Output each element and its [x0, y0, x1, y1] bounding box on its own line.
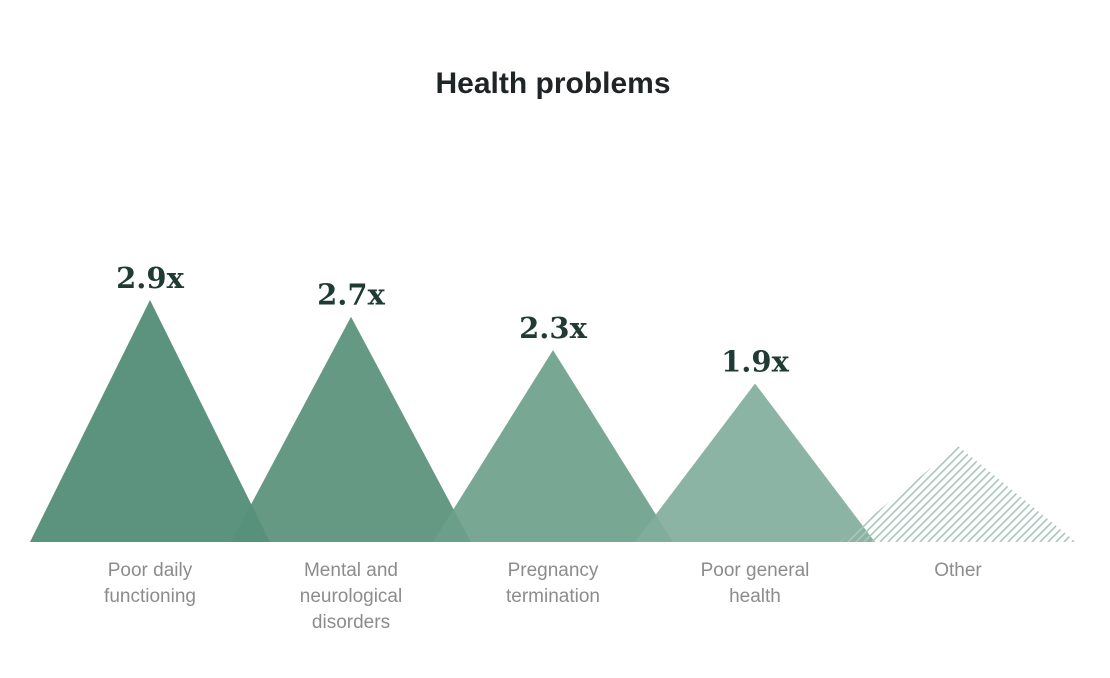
value-label-poor-general-health: 1.9x [721, 344, 789, 378]
category-label-poor-daily-functioning-line-1: Poor daily [108, 560, 193, 581]
category-label-other-line-1: Other [934, 560, 982, 581]
category-label-mental-and-neurological-disorders-line-1: Mental and [304, 560, 398, 581]
value-label-pregnancy-termination: 2.3x [519, 311, 587, 345]
bar-poor-general-health [635, 383, 875, 542]
value-label-poor-daily-functioning: 2.9x [116, 261, 184, 295]
category-label-poor-general-health-line-1: Poor general [701, 560, 810, 581]
bar-poor-daily-functioning [30, 300, 270, 542]
category-labels: Poor daily functioning Mental and neurologi… [104, 560, 982, 633]
category-label-poor-daily-functioning-line-2: functioning [104, 586, 196, 607]
category-label-pregnancy-termination-line-1: Pregnancy [508, 560, 599, 581]
bar-mental-and-neurological-disorders [231, 316, 471, 542]
category-label-mental-and-neurological-disorders-line-3: disorders [312, 612, 390, 633]
value-labels: 2.9x 2.7x 2.3x 1.9x [116, 261, 789, 378]
bar-pregnancy-termination [433, 350, 673, 542]
category-label-mental-and-neurological-disorders-line-2: neurological [300, 586, 402, 607]
value-label-mental-and-neurological-disorders: 2.7x [317, 278, 385, 312]
category-label-pregnancy-termination-line-2: termination [506, 586, 600, 607]
category-label-poor-general-health-line-2: health [729, 586, 781, 607]
chart-title: Health problems [435, 67, 670, 100]
